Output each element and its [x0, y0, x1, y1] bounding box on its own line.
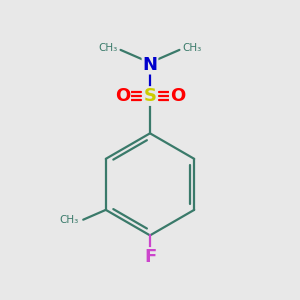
Text: CH₃: CH₃	[182, 43, 202, 53]
Text: N: N	[142, 56, 158, 74]
Text: F: F	[144, 248, 156, 266]
Text: O: O	[115, 87, 130, 105]
Text: S: S	[143, 87, 157, 105]
Text: CH₃: CH₃	[98, 43, 118, 53]
Text: O: O	[170, 87, 185, 105]
Text: CH₃: CH₃	[59, 215, 78, 225]
